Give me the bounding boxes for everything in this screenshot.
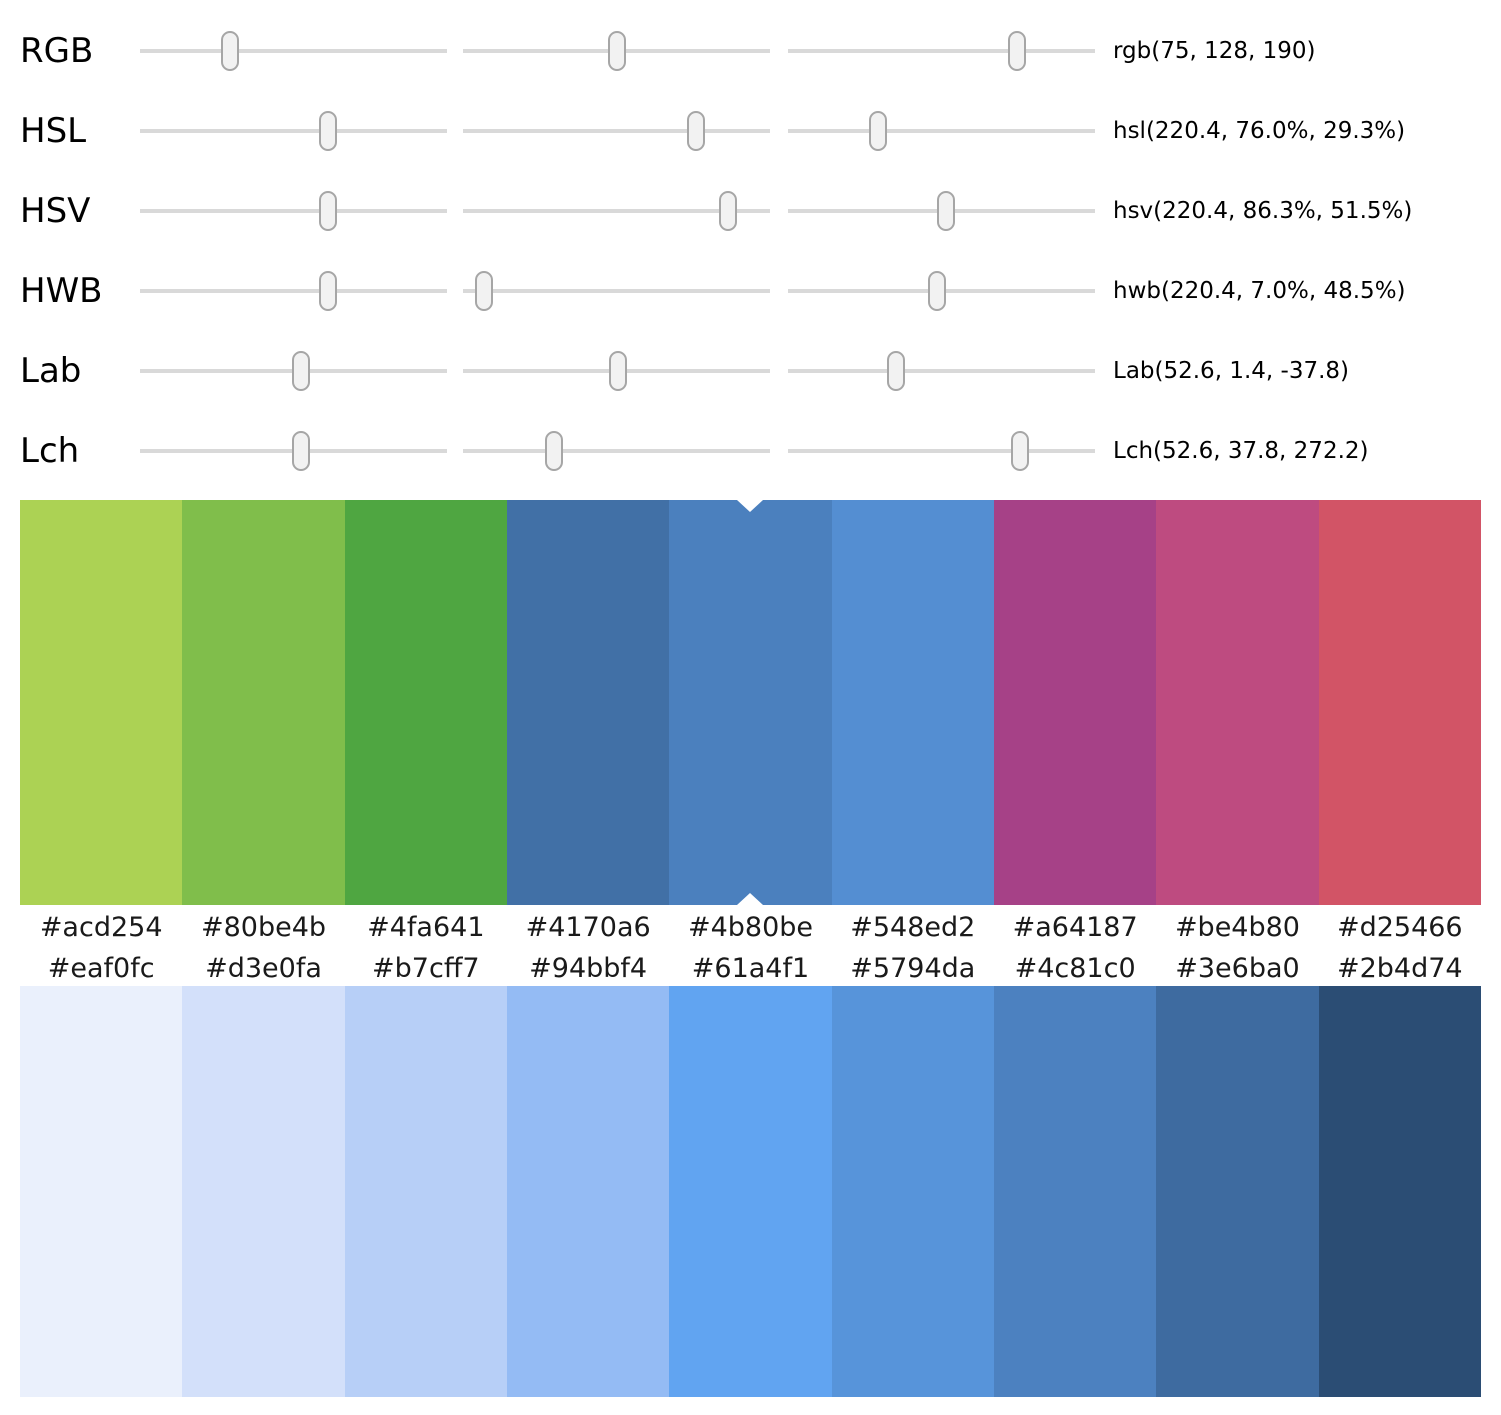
lab-l-slider-handle[interactable] bbox=[292, 351, 311, 391]
hex-code-label: #be4b80 bbox=[1174, 912, 1300, 943]
hex-code-label: #4b80be bbox=[687, 912, 813, 943]
slider-row-rgb: RGB rgb(75, 128, 190) bbox=[0, 11, 1501, 91]
lab-l-slider-track[interactable] bbox=[140, 351, 447, 391]
hue-variation-hex-labels: #acd254 #80be4b #4fa641 #4170a6 #4b80be #548e… bbox=[20, 905, 1481, 950]
hwb-hue-slider-handle[interactable] bbox=[318, 271, 337, 311]
slider-row-hsl-label: HSL bbox=[20, 111, 87, 151]
hsl-hue-slider-handle[interactable] bbox=[318, 111, 337, 151]
slider-row-rgb-label: RGB bbox=[20, 31, 94, 71]
hex-code-label: #94bbf4 bbox=[529, 952, 648, 984]
hex-code-label: #2b4d74 bbox=[1336, 952, 1463, 984]
color-swatch-5794da[interactable] bbox=[831, 986, 994, 1397]
hwb-value-readout: hwb(220.4, 7.0%, 48.5%) bbox=[1113, 278, 1406, 304]
color-swatch-548ed2[interactable] bbox=[831, 500, 994, 905]
lab-b-slider-handle[interactable] bbox=[887, 351, 906, 391]
hex-code-label: #4fa641 bbox=[367, 912, 485, 943]
color-swatch-2b4d74[interactable] bbox=[1318, 986, 1481, 1397]
slider-row-lch: Lch Lch(52.6, 37.8, 272.2) bbox=[0, 411, 1501, 491]
hex-code-label: #61a4f1 bbox=[691, 952, 810, 984]
color-swatch-d3e0fa[interactable] bbox=[182, 986, 345, 1397]
color-swatch-94bbf4[interactable] bbox=[506, 986, 670, 1397]
color-swatch-d25466[interactable] bbox=[1318, 500, 1481, 905]
hex-code-label: #4170a6 bbox=[525, 912, 651, 943]
slider-row-hsv-label: HSV bbox=[20, 191, 91, 231]
slider-row-hwb-label: HWB bbox=[20, 271, 103, 311]
hex-code-label: #eaf0fc bbox=[47, 952, 155, 984]
rgb-red-slider-track[interactable] bbox=[140, 31, 447, 71]
lch-c-slider-handle[interactable] bbox=[544, 431, 563, 471]
hsl-lightness-slider-handle[interactable] bbox=[868, 111, 887, 151]
slider-row-hwb: HWB hwb(220.4, 7.0%, 48.5%) bbox=[0, 251, 1501, 331]
hsv-value-slider-track[interactable] bbox=[788, 191, 1095, 231]
lch-h-slider-handle[interactable] bbox=[1011, 431, 1030, 471]
lch-l-slider-track[interactable] bbox=[140, 431, 447, 471]
slider-row-lch-label: Lch bbox=[20, 431, 80, 471]
selected-swatch-notch-bottom-icon bbox=[737, 893, 764, 905]
hsl-saturation-slider-track[interactable] bbox=[463, 111, 770, 151]
rgb-blue-slider-handle[interactable] bbox=[1007, 31, 1026, 71]
hsv-value-readout: hsv(220.4, 86.3%, 51.5%) bbox=[1113, 198, 1413, 224]
hsv-hue-slider-track[interactable] bbox=[140, 191, 447, 231]
color-swatch-eaf0fc[interactable] bbox=[20, 986, 183, 1397]
hwb-whiteness-slider-track[interactable] bbox=[463, 271, 770, 311]
rgb-red-slider-handle[interactable] bbox=[221, 31, 240, 71]
color-swatch-b7cff7[interactable] bbox=[344, 986, 507, 1397]
hwb-hue-slider-track[interactable] bbox=[140, 271, 447, 311]
rgb-green-slider-track[interactable] bbox=[463, 31, 770, 71]
color-swatch-80be4b[interactable] bbox=[182, 500, 345, 905]
hwb-whiteness-slider-handle[interactable] bbox=[475, 271, 494, 311]
slider-row-hsl: HSL hsl(220.4, 76.0%, 29.3%) bbox=[0, 91, 1501, 171]
tint-shade-hex-labels: #eaf0fc #d3e0fa #b7cff7 #94bbf4 #61a4f1 #5794… bbox=[20, 950, 1481, 986]
color-swatch-61a4f1[interactable] bbox=[669, 986, 832, 1397]
color-swatch-4b80be[interactable] bbox=[669, 500, 832, 905]
hex-code-label: #80be4b bbox=[200, 912, 327, 943]
hsl-value-readout: hsl(220.4, 76.0%, 29.3%) bbox=[1113, 118, 1406, 144]
rgb-value-readout: rgb(75, 128, 190) bbox=[1113, 38, 1316, 64]
hsv-hue-slider-handle[interactable] bbox=[318, 191, 337, 231]
hex-code-label: #5794da bbox=[850, 952, 976, 984]
lch-h-slider-track[interactable] bbox=[788, 431, 1095, 471]
hex-code-label: #d3e0fa bbox=[205, 952, 322, 984]
hue-variation-palette bbox=[20, 500, 1481, 905]
color-swatch-4c81c0[interactable] bbox=[993, 986, 1157, 1397]
slider-row-lab-label: Lab bbox=[20, 351, 82, 391]
hex-code-label: #3e6ba0 bbox=[1175, 952, 1300, 984]
color-swatch-4fa641[interactable] bbox=[344, 500, 507, 905]
hex-code-label: #a64187 bbox=[1012, 912, 1138, 943]
lab-a-slider-track[interactable] bbox=[463, 351, 770, 391]
hsl-hue-slider-track[interactable] bbox=[140, 111, 447, 151]
lch-l-slider-handle[interactable] bbox=[292, 431, 311, 471]
hsv-value-slider-handle[interactable] bbox=[937, 191, 956, 231]
hex-code-label: #548ed2 bbox=[850, 912, 976, 943]
selected-swatch-notch-top-icon bbox=[737, 500, 764, 512]
lch-c-slider-track[interactable] bbox=[463, 431, 770, 471]
rgb-green-slider-handle[interactable] bbox=[608, 31, 627, 71]
hex-code-label: #4c81c0 bbox=[1014, 952, 1136, 984]
lab-a-slider-handle[interactable] bbox=[609, 351, 628, 391]
color-swatch-acd254[interactable] bbox=[20, 500, 183, 905]
rgb-blue-slider-track[interactable] bbox=[788, 31, 1095, 71]
tint-shade-palette bbox=[20, 986, 1481, 1397]
hsv-saturation-slider-track[interactable] bbox=[463, 191, 770, 231]
color-swatch-a64187[interactable] bbox=[993, 500, 1157, 905]
color-swatch-3e6ba0[interactable] bbox=[1156, 986, 1319, 1397]
hex-code-label: #acd254 bbox=[39, 912, 163, 943]
lch-value-readout: Lch(52.6, 37.8, 272.2) bbox=[1113, 438, 1369, 464]
hex-code-label: #b7cff7 bbox=[372, 952, 480, 984]
hsl-saturation-slider-handle[interactable] bbox=[687, 111, 706, 151]
lab-value-readout: Lab(52.6, 1.4, -37.8) bbox=[1113, 358, 1349, 384]
color-swatch-4170a6[interactable] bbox=[506, 500, 670, 905]
hwb-blackness-slider-track[interactable] bbox=[788, 271, 1095, 311]
hsl-lightness-slider-track[interactable] bbox=[788, 111, 1095, 151]
hex-code-label: #d25466 bbox=[1336, 912, 1463, 943]
hwb-blackness-slider-handle[interactable] bbox=[927, 271, 946, 311]
lab-b-slider-track[interactable] bbox=[788, 351, 1095, 391]
slider-row-lab: Lab Lab(52.6, 1.4, -37.8) bbox=[0, 331, 1501, 411]
color-swatch-be4b80[interactable] bbox=[1156, 500, 1319, 905]
slider-row-hsv: HSV hsv(220.4, 86.3%, 51.5%) bbox=[0, 171, 1501, 251]
hsv-saturation-slider-handle[interactable] bbox=[718, 191, 737, 231]
